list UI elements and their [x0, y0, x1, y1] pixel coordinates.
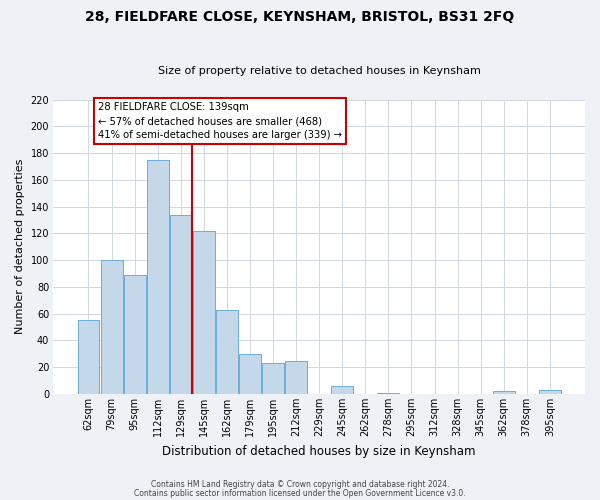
- Text: Contains public sector information licensed under the Open Government Licence v3: Contains public sector information licen…: [134, 488, 466, 498]
- Title: Size of property relative to detached houses in Keynsham: Size of property relative to detached ho…: [158, 66, 481, 76]
- Bar: [262, 363, 284, 394]
- Y-axis label: Number of detached properties: Number of detached properties: [15, 159, 25, 334]
- Text: 28, FIELDFARE CLOSE, KEYNSHAM, BRISTOL, BS31 2FQ: 28, FIELDFARE CLOSE, KEYNSHAM, BRISTOL, …: [85, 10, 515, 24]
- Bar: [170, 214, 192, 394]
- Bar: [147, 160, 169, 394]
- Bar: [493, 392, 515, 394]
- Bar: [101, 260, 122, 394]
- Bar: [216, 310, 238, 394]
- Bar: [539, 390, 561, 394]
- Text: 28 FIELDFARE CLOSE: 139sqm
← 57% of detached houses are smaller (468)
41% of sem: 28 FIELDFARE CLOSE: 139sqm ← 57% of deta…: [98, 102, 341, 140]
- Bar: [331, 386, 353, 394]
- X-axis label: Distribution of detached houses by size in Keynsham: Distribution of detached houses by size …: [163, 444, 476, 458]
- Bar: [377, 392, 400, 394]
- Bar: [285, 360, 307, 394]
- Bar: [193, 230, 215, 394]
- Bar: [239, 354, 261, 394]
- Bar: [124, 275, 146, 394]
- Text: Contains HM Land Registry data © Crown copyright and database right 2024.: Contains HM Land Registry data © Crown c…: [151, 480, 449, 489]
- Bar: [77, 320, 100, 394]
